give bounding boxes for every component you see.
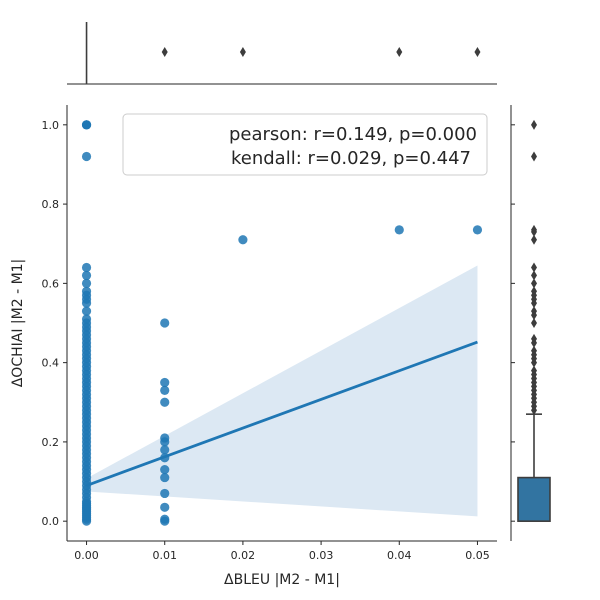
right-marginal-outlier [531, 278, 537, 289]
scatter-point [160, 514, 170, 524]
x-axis-ticks: 0.00 0.01 0.02 0.03 0.04 0.05 [74, 541, 490, 562]
top-marginal-boxplot [67, 22, 497, 85]
scatter-point [81, 262, 92, 273]
right-marginal-outlier [531, 306, 537, 317]
x-tick-label: 0.05 [465, 549, 490, 562]
scatter-point [81, 270, 92, 281]
regression-line-group [86, 340, 478, 487]
scatter-point [81, 306, 92, 316]
right-marginal-outlier [531, 345, 537, 356]
scatter-point [160, 445, 170, 455]
scatter-point [160, 472, 170, 483]
scatter-point [81, 120, 92, 130]
x-tick-label: 0.00 [74, 549, 99, 562]
y-axis-title: ΔOCHIAI |M2 - M1| [10, 259, 26, 388]
scatter-point [160, 377, 170, 388]
scatter-point [394, 225, 404, 235]
main-plot-area: 0.00 0.01 0.02 0.03 0.04 0.05 0.0 0.2 0.4 0.6 0.8… [42, 105, 497, 562]
y-tick-label: 0.4 [42, 357, 60, 370]
y-tick-label: 0.6 [42, 277, 60, 290]
legend-line-pearson: pearson: r=0.149, p=0.000 [229, 124, 477, 145]
regression-line [86, 340, 478, 487]
scatter-point [160, 502, 170, 512]
right-marginal-outlier [531, 234, 537, 245]
right-marginal-outlier [531, 262, 537, 273]
y-axis-ticks: 0.0 0.2 0.4 0.6 0.8 1.0 [42, 119, 67, 528]
y-tick-label: 1.0 [42, 119, 60, 132]
scatter-points [81, 120, 483, 526]
right-marginal-outlier [531, 286, 537, 297]
right-marginal-outlier [531, 270, 537, 281]
right-marginal-outlier [531, 224, 537, 235]
scatter-point [238, 235, 248, 245]
scatter-point [160, 488, 170, 499]
y-tick-label: 0.8 [42, 198, 60, 211]
y-tick-label: 0.0 [42, 515, 60, 528]
scatter-point [160, 433, 170, 443]
scatter-point [160, 465, 170, 475]
right-marginal-outlier [531, 333, 537, 344]
top-marginal-outlier [239, 47, 246, 57]
legend: pearson: r=0.149, p=0.000 kendall: r=0.0… [122, 113, 488, 176]
x-axis-title: ΔBLEU |M2 - M1| [224, 572, 340, 588]
top-marginal-outlier [396, 47, 403, 57]
right-marginal-boxplot [510, 105, 551, 541]
ci-band-area [86, 265, 478, 517]
scatter-point [81, 278, 92, 288]
x-tick-label: 0.04 [387, 549, 412, 562]
right-marginal-outlier [531, 151, 537, 162]
scatter-point [81, 286, 92, 296]
x-tick-label: 0.01 [152, 549, 177, 562]
right-marginal-outlier [531, 365, 537, 376]
right-marginal-box [517, 476, 551, 522]
scatter-point [81, 314, 92, 324]
x-tick-label: 0.02 [231, 549, 256, 562]
top-marginal-outlier [161, 47, 168, 57]
right-marginal-outlier [531, 119, 537, 130]
x-tick-label: 0.03 [309, 549, 334, 562]
scatter-point [81, 151, 92, 162]
right-marginal-outlier [531, 318, 537, 328]
legend-box [122, 113, 488, 176]
scatter-point [160, 385, 170, 395]
top-marginal-outlier [474, 47, 481, 57]
scatter-point [160, 318, 170, 328]
scatter-point [472, 225, 483, 235]
main-axes [66, 105, 497, 542]
legend-line-kendall: kendall: r=0.029, p=0.447 [231, 148, 471, 169]
scatter-point [160, 397, 170, 407]
confidence-band [86, 265, 478, 517]
y-tick-label: 0.2 [42, 436, 60, 449]
